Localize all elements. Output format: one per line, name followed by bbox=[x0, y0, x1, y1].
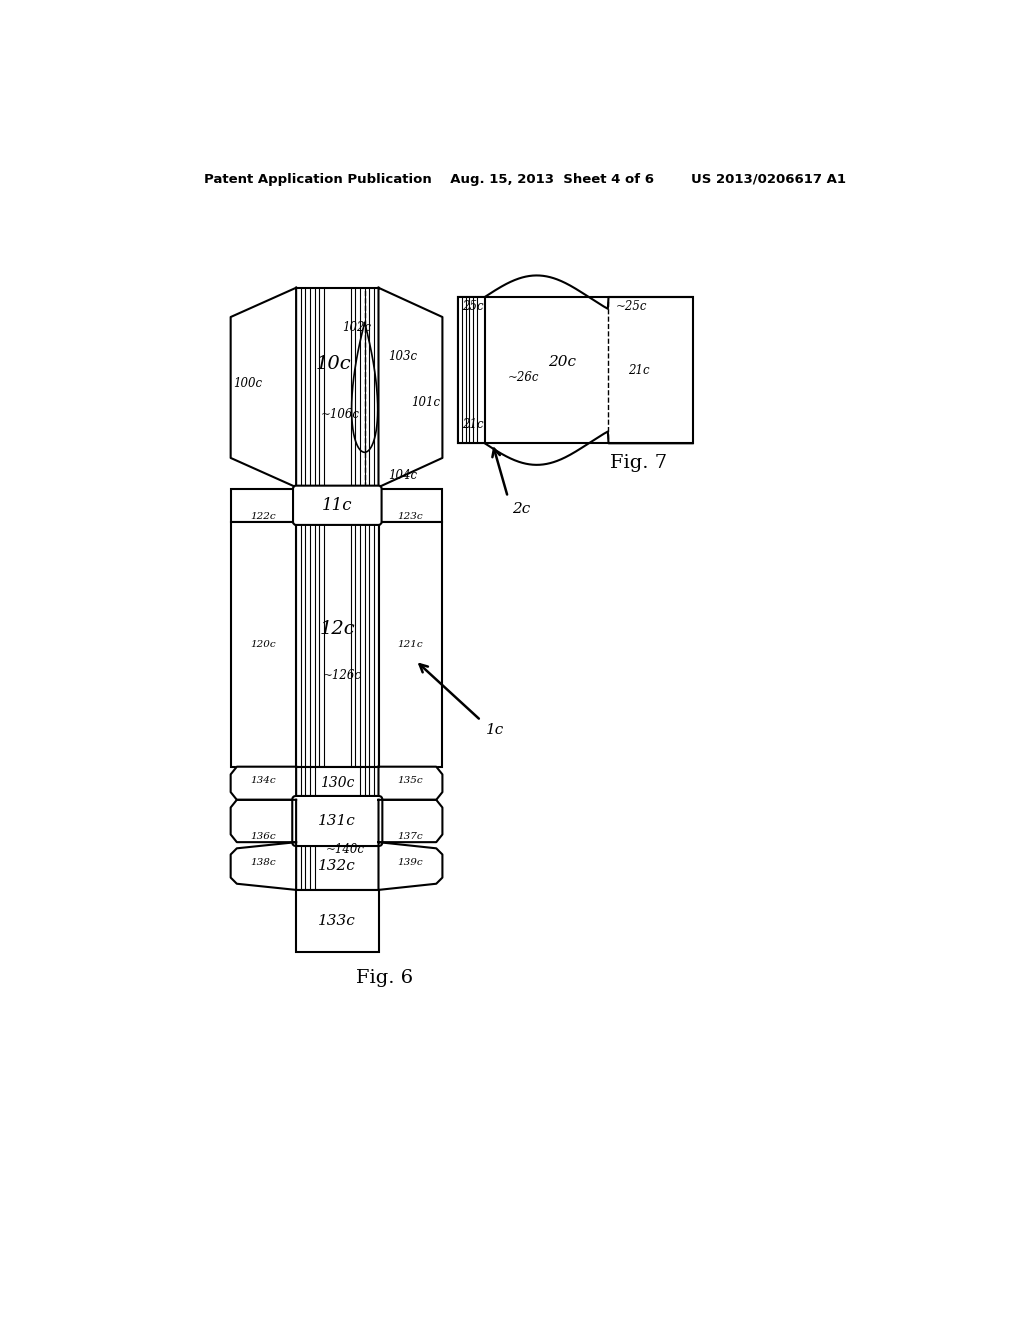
Text: ~106c: ~106c bbox=[321, 408, 359, 421]
Text: 102c: 102c bbox=[342, 321, 372, 334]
Text: 135c: 135c bbox=[397, 776, 423, 784]
Text: Patent Application Publication    Aug. 15, 2013  Sheet 4 of 6        US 2013/020: Patent Application Publication Aug. 15, … bbox=[204, 173, 846, 186]
Text: 1c: 1c bbox=[486, 723, 505, 737]
Polygon shape bbox=[230, 842, 296, 890]
Bar bbox=[296, 767, 379, 800]
Text: ~26c: ~26c bbox=[508, 371, 540, 384]
Bar bbox=[458, 297, 692, 444]
Bar bbox=[379, 521, 442, 767]
Text: ~25c: ~25c bbox=[615, 300, 647, 313]
Polygon shape bbox=[230, 288, 296, 487]
Polygon shape bbox=[379, 288, 442, 487]
Text: 131c: 131c bbox=[318, 814, 356, 828]
Bar bbox=[458, 297, 484, 444]
Text: 134c: 134c bbox=[251, 776, 276, 784]
Text: 120c: 120c bbox=[251, 640, 276, 648]
Text: 2c: 2c bbox=[512, 502, 530, 516]
Text: 101c: 101c bbox=[411, 396, 440, 409]
Text: 139c: 139c bbox=[397, 858, 423, 867]
Bar bbox=[230, 521, 296, 767]
Polygon shape bbox=[230, 767, 296, 800]
Text: 100c: 100c bbox=[233, 378, 262, 391]
Bar bbox=[230, 488, 296, 521]
Text: 138c: 138c bbox=[251, 858, 276, 867]
Text: 136c: 136c bbox=[251, 833, 276, 841]
Text: Fig. 7: Fig. 7 bbox=[610, 454, 668, 471]
Polygon shape bbox=[379, 800, 442, 842]
Bar bbox=[296, 842, 379, 890]
Text: 123c: 123c bbox=[397, 512, 423, 521]
Text: 20c: 20c bbox=[548, 355, 575, 370]
Text: 104c: 104c bbox=[388, 469, 417, 482]
Bar bbox=[296, 890, 379, 952]
Text: 130c: 130c bbox=[321, 776, 354, 791]
Text: 133c: 133c bbox=[318, 913, 356, 928]
Text: ~126c: ~126c bbox=[323, 668, 362, 681]
Bar bbox=[379, 488, 442, 521]
Text: 103c: 103c bbox=[388, 350, 417, 363]
FancyBboxPatch shape bbox=[292, 796, 382, 846]
Text: 132c: 132c bbox=[318, 859, 356, 873]
Text: 122c: 122c bbox=[251, 512, 276, 521]
Polygon shape bbox=[379, 842, 442, 890]
Bar bbox=[296, 521, 379, 767]
Text: 11c: 11c bbox=[323, 496, 352, 513]
Text: 137c: 137c bbox=[397, 833, 423, 841]
Text: 121c: 121c bbox=[397, 640, 423, 648]
Text: 21c: 21c bbox=[628, 363, 649, 376]
Text: Fig. 6: Fig. 6 bbox=[356, 969, 414, 987]
Text: 25c: 25c bbox=[462, 300, 483, 313]
FancyBboxPatch shape bbox=[293, 486, 382, 525]
Text: ~140c: ~140c bbox=[326, 843, 365, 857]
Bar bbox=[296, 288, 379, 487]
Polygon shape bbox=[379, 767, 442, 800]
Text: 10c: 10c bbox=[315, 355, 351, 374]
Text: 12c: 12c bbox=[319, 620, 355, 638]
Text: 21c: 21c bbox=[462, 417, 483, 430]
Polygon shape bbox=[230, 800, 296, 842]
